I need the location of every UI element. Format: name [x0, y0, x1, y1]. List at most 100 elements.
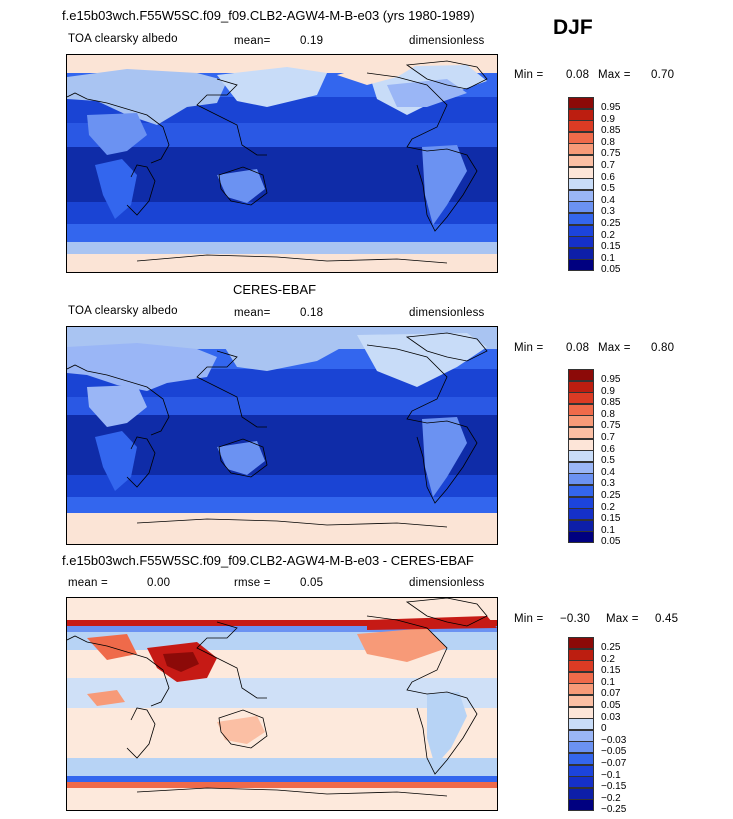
colorbar-swatch — [568, 213, 594, 226]
colorbar-tick-label: 0.15 — [601, 241, 621, 253]
colorbar-swatch — [568, 120, 594, 133]
colorbar-tick-label: 0.03 — [601, 711, 621, 723]
colorbar-tick-label: 0.1 — [601, 676, 615, 688]
colorbar-swatch — [568, 427, 594, 440]
panel2-variable: TOA clearsky albedo — [68, 305, 178, 317]
colorbar-swatch — [568, 108, 594, 121]
colorbar-tick-label: −0.05 — [601, 746, 627, 758]
colorbar-swatch — [568, 97, 594, 110]
colorbar-swatch — [568, 706, 594, 719]
colorbar-tick-label: 0.25 — [601, 218, 621, 229]
colorbar-swatch — [568, 247, 594, 260]
colorbar-swatch — [568, 403, 594, 416]
colorbar-tick-label: 0.8 — [601, 408, 615, 420]
panel3-rmse-label: rmse = — [234, 577, 271, 589]
colorbar-tick-label: 0.3 — [601, 206, 615, 218]
colorbar-swatch — [568, 741, 594, 754]
colorbar-swatch — [568, 519, 594, 532]
panel2-mean-value: 0.18 — [300, 307, 324, 319]
panel1-max-value: 0.70 — [651, 69, 675, 81]
colorbar-tick-label: 0.07 — [601, 688, 621, 700]
panel3-units: dimensionless — [409, 577, 485, 589]
colorbar-tick-label: −0.1 — [601, 769, 621, 781]
colorbar-swatch — [568, 508, 594, 521]
colorbar-swatch — [568, 166, 594, 179]
colorbar-swatch — [568, 671, 594, 684]
colorbar-tick-label: 0.2 — [601, 653, 615, 665]
colorbar-tick-label: 0.1 — [601, 524, 615, 536]
panel1-mean-label: mean= — [234, 35, 271, 47]
colorbar-tick-label: 0.05 — [601, 264, 621, 276]
panel3-max-value: 0.45 — [655, 613, 679, 625]
panel2-units: dimensionless — [409, 307, 485, 319]
panel3-max-label: Max = — [606, 613, 639, 625]
colorbar-swatch — [568, 753, 594, 766]
colorbar-tick-label: 0.5 — [601, 455, 615, 467]
colorbar-swatch — [568, 236, 594, 249]
panel3-map — [66, 597, 498, 811]
colorbar-tick-label: 0.75 — [601, 420, 621, 432]
panel2-max-label: Max = — [598, 342, 631, 354]
colorbar-tick-label: 0.95 — [601, 374, 621, 385]
colorbar-swatch — [568, 178, 594, 191]
panel2-min-label: Min = — [514, 342, 544, 354]
colorbar-swatch — [568, 648, 594, 661]
colorbar-swatch — [568, 450, 594, 463]
colorbar-swatch — [568, 695, 594, 708]
panel1-min-value: 0.08 — [566, 69, 590, 81]
colorbar-swatch — [568, 155, 594, 168]
panel1-variable: TOA clearsky albedo — [68, 33, 178, 45]
colorbar-tick-label: 0.95 — [601, 102, 621, 113]
colorbar-tick-label: −0.15 — [601, 781, 627, 793]
colorbar-swatch — [568, 683, 594, 696]
colorbar-swatch — [568, 189, 594, 202]
colorbar-tick-label: 0.9 — [601, 113, 615, 125]
colorbar-swatch — [568, 496, 594, 509]
colorbar-tick-label: 0.05 — [601, 536, 621, 548]
colorbar-tick-label: −0.25 — [601, 804, 627, 816]
colorbar-tick-label: 0.7 — [601, 160, 615, 171]
colorbar-tick-label: −0.03 — [601, 734, 627, 746]
colorbar-tick-label: 0.85 — [601, 125, 621, 137]
colorbar-tick-label: 0.4 — [601, 194, 615, 206]
colorbar-swatch — [568, 473, 594, 486]
colorbar-swatch — [568, 764, 594, 777]
colorbar-tick-label: 0.2 — [601, 229, 615, 241]
panel3-mean-value: 0.00 — [147, 577, 171, 589]
panel1-mean-value: 0.19 — [300, 35, 324, 47]
panel1-map — [66, 54, 498, 273]
colorbar-tick-label: 0.75 — [601, 148, 621, 160]
panel3-min-value: −0.30 — [560, 613, 591, 625]
panel3-mean-label: mean = — [68, 577, 108, 589]
colorbar-swatch — [568, 637, 594, 650]
colorbar-swatch — [568, 776, 594, 789]
colorbar-swatch — [568, 485, 594, 498]
colorbar-swatch — [568, 531, 594, 544]
panel1-title: f.e15b03wch.F55W5SC.f09_f09.CLB2-AGW4-M-… — [62, 8, 475, 23]
panel3-min-label: Min = — [514, 613, 544, 625]
colorbar-tick-label: 0.85 — [601, 397, 621, 409]
colorbar-swatch — [568, 787, 594, 800]
panel3-rmse-value: 0.05 — [300, 577, 324, 589]
colorbar-tick-label: 0.7 — [601, 432, 615, 443]
colorbar-tick-label: 0.25 — [601, 642, 621, 653]
panel3-title: f.e15b03wch.F55W5SC.f09_f09.CLB2-AGW4-M-… — [62, 553, 474, 568]
colorbar-swatch — [568, 718, 594, 731]
panel1-units: dimensionless — [409, 35, 485, 47]
colorbar-swatch — [568, 369, 594, 382]
colorbar-swatch — [568, 729, 594, 742]
colorbar-tick-label: 0.15 — [601, 513, 621, 525]
colorbar-swatch — [568, 131, 594, 144]
panel2-title: CERES-EBAF — [233, 282, 317, 297]
colorbar-swatch — [568, 201, 594, 214]
colorbar-swatch — [568, 392, 594, 405]
panel2-map — [66, 326, 498, 545]
panel2-min-value: 0.08 — [566, 342, 590, 354]
colorbar-tick-label: 0.15 — [601, 665, 621, 677]
colorbar-swatch — [568, 415, 594, 428]
colorbar-tick-label: 0.8 — [601, 136, 615, 148]
colorbar-tick-label: −0.2 — [601, 792, 621, 804]
colorbar-tick-label: 0.05 — [601, 700, 621, 711]
colorbar-tick-label: 0.6 — [601, 171, 615, 183]
colorbar-swatch — [568, 259, 594, 272]
